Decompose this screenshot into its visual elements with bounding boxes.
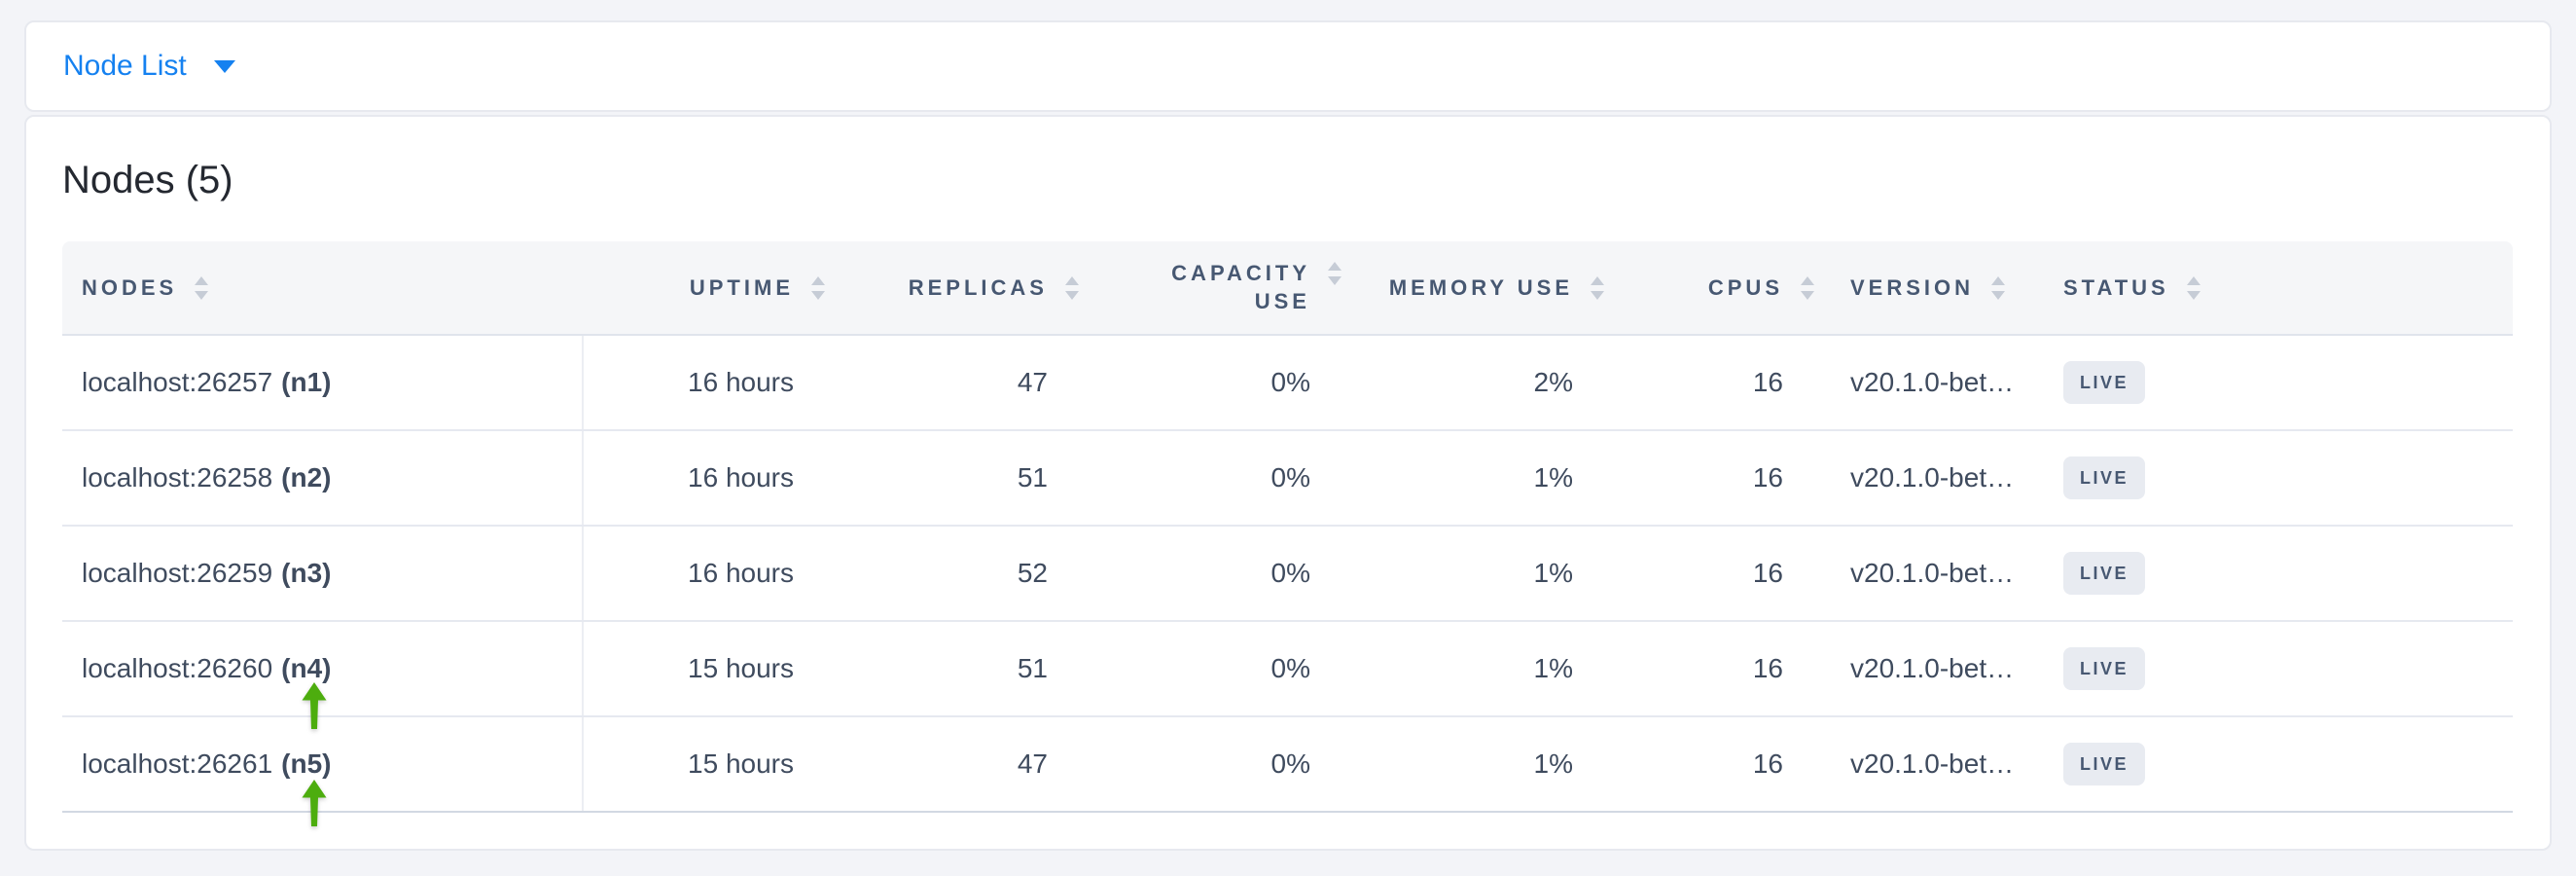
- status-cell: LIVE: [2032, 717, 2513, 811]
- node-address: localhost:26257: [82, 367, 273, 397]
- replicas-cell: 51: [1017, 653, 1048, 683]
- capacity-use-cell: 0%: [1270, 462, 1310, 493]
- node-id: (n2): [281, 462, 332, 493]
- sort-icon[interactable]: [2185, 274, 2202, 302]
- table-row: localhost:26257 (n1) 16 hours 47 0% 2% 1…: [62, 336, 2513, 431]
- sort-icon[interactable]: [1063, 274, 1081, 302]
- uptime-cell: 16 hours: [688, 367, 794, 397]
- table-row: localhost:26259 (n3) 16 hours 52 0% 1% 1…: [62, 527, 2513, 622]
- version-cell: v20.1.0-bet…: [1850, 462, 2015, 493]
- column-header-cpus[interactable]: CPUS: [1610, 241, 1820, 334]
- node-id: (n4): [281, 653, 332, 683]
- replicas-cell: 51: [1017, 462, 1048, 493]
- node-address: localhost:26259: [82, 558, 273, 588]
- cpus-cell: 16: [1752, 653, 1783, 683]
- cpus-cell: 16: [1752, 748, 1783, 779]
- nodes-panel: Nodes (5) NODES UPTIME REPLICAS CAPACITY…: [24, 115, 2552, 851]
- column-header-capacity-use[interactable]: CAPACITY USE: [1085, 241, 1347, 334]
- node-id: (n1): [281, 367, 332, 397]
- node-address: localhost:26261: [82, 748, 273, 779]
- table-header-row: NODES UPTIME REPLICAS CAPACITY USE MEMOR…: [62, 241, 2513, 336]
- replicas-cell: 47: [1017, 748, 1048, 779]
- uptime-cell: 15 hours: [688, 653, 794, 683]
- memory-use-cell: 2%: [1533, 367, 1573, 397]
- cpus-cell: 16: [1752, 367, 1783, 397]
- sort-icon[interactable]: [1326, 260, 1343, 287]
- uptime-cell: 16 hours: [688, 558, 794, 588]
- status-badge: LIVE: [2063, 552, 2146, 595]
- status-badge: LIVE: [2063, 456, 2146, 499]
- capacity-use-cell: 0%: [1270, 748, 1310, 779]
- sort-icon[interactable]: [1799, 274, 1816, 302]
- table-row: localhost:26260 (n4) 15 hours 51 0% 1% 1…: [62, 622, 2513, 717]
- memory-use-cell: 1%: [1533, 748, 1573, 779]
- node-address-cell: localhost:26258 (n2): [62, 431, 584, 525]
- column-header-version[interactable]: VERSION: [1820, 241, 2032, 334]
- node-address: localhost:26258: [82, 462, 273, 493]
- capacity-use-cell: 0%: [1270, 653, 1310, 683]
- column-header-memory-use[interactable]: MEMORY USE: [1347, 241, 1610, 334]
- cpus-cell: 16: [1752, 462, 1783, 493]
- status-cell: LIVE: [2032, 622, 2513, 715]
- status-badge: LIVE: [2063, 647, 2146, 690]
- capacity-use-cell: 0%: [1270, 558, 1310, 588]
- node-address-cell: localhost:26260 (n4): [62, 622, 584, 715]
- node-id: (n3): [281, 558, 332, 588]
- memory-use-cell: 1%: [1533, 462, 1573, 493]
- table-row: localhost:26258 (n2) 16 hours 51 0% 1% 1…: [62, 431, 2513, 527]
- status-cell: LIVE: [2032, 336, 2513, 429]
- memory-use-cell: 1%: [1533, 558, 1573, 588]
- status-badge: LIVE: [2063, 743, 2146, 785]
- status-cell: LIVE: [2032, 431, 2513, 525]
- column-header-status[interactable]: STATUS: [2032, 241, 2513, 334]
- top-bar: Node List: [24, 20, 2552, 112]
- node-address-cell: localhost:26257 (n1): [62, 336, 584, 429]
- chevron-down-icon: [213, 59, 235, 73]
- table-row: localhost:26261 (n5) 15 hours 47 0% 1% 1…: [62, 717, 2513, 813]
- node-address: localhost:26260: [82, 653, 273, 683]
- sort-icon[interactable]: [193, 274, 210, 302]
- version-cell: v20.1.0-bet…: [1850, 653, 2015, 683]
- column-header-nodes[interactable]: NODES: [62, 241, 584, 334]
- replicas-cell: 52: [1017, 558, 1048, 588]
- page-title: Nodes (5): [62, 159, 233, 201]
- uptime-cell: 15 hours: [688, 748, 794, 779]
- node-address-cell: localhost:26261 (n5): [62, 717, 584, 811]
- node-list-dropdown[interactable]: Node List: [63, 50, 235, 83]
- version-cell: v20.1.0-bet…: [1850, 748, 2015, 779]
- capacity-use-cell: 0%: [1270, 367, 1310, 397]
- sort-icon[interactable]: [1589, 274, 1606, 302]
- nodes-table: NODES UPTIME REPLICAS CAPACITY USE MEMOR…: [62, 241, 2513, 813]
- cpus-cell: 16: [1752, 558, 1783, 588]
- version-cell: v20.1.0-bet…: [1850, 558, 2015, 588]
- uptime-cell: 16 hours: [688, 462, 794, 493]
- memory-use-cell: 1%: [1533, 653, 1573, 683]
- version-cell: v20.1.0-bet…: [1850, 367, 2015, 397]
- sort-icon[interactable]: [809, 274, 827, 302]
- status-badge: LIVE: [2063, 361, 2146, 404]
- node-list-dropdown-label: Node List: [63, 50, 187, 82]
- replicas-cell: 47: [1017, 367, 1048, 397]
- column-header-replicas[interactable]: REPLICAS: [831, 241, 1085, 334]
- sort-icon[interactable]: [1989, 274, 2007, 302]
- node-id: (n5): [281, 748, 332, 779]
- node-address-cell: localhost:26259 (n3): [62, 527, 584, 620]
- status-cell: LIVE: [2032, 527, 2513, 620]
- column-header-uptime[interactable]: UPTIME: [584, 241, 831, 334]
